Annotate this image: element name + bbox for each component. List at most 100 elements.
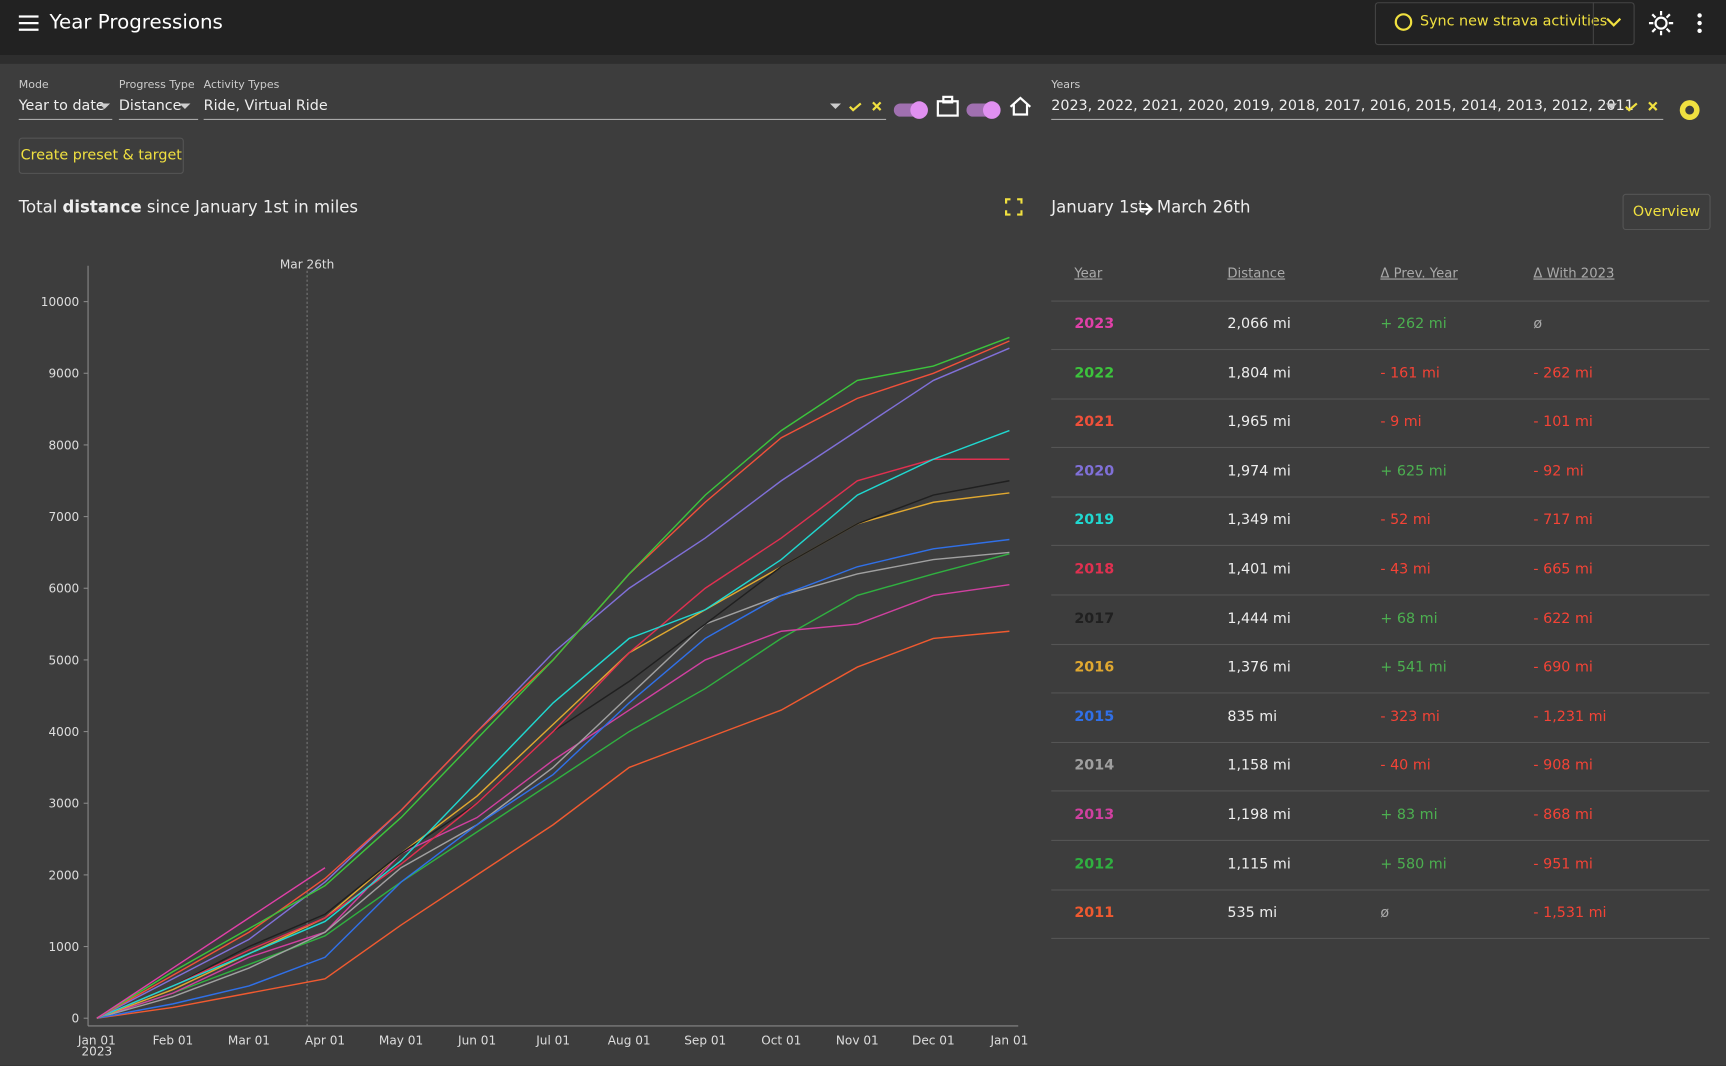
overview-button[interactable]: Overview [1622,193,1711,231]
row-divider [1051,938,1710,940]
menu-icon[interactable] [18,14,41,32]
year-cell: 2019 [1074,512,1115,529]
distance-cell: 1,349 mi [1227,512,1291,529]
y-tick-label: 2000 [48,868,79,882]
x-tick-label: Jun 01 [457,1034,496,1048]
theme-toggle[interactable] [1648,10,1674,36]
prev-year-cell: + 625 mi [1380,463,1447,480]
column-header: Δ With 2023 [1533,265,1615,281]
divider [1592,2,1594,45]
distance-cell: 1,115 mi [1227,855,1291,873]
series-line [96,458,1010,1019]
series-line [96,429,1010,1019]
prev-year-cell: - 40 mi [1380,757,1431,775]
y-tick-label: 4000 [48,725,79,739]
series-line [96,630,1010,1019]
row-divider [1051,300,1710,302]
distance-cell: 1,804 mi [1227,365,1291,382]
row-divider [1051,839,1710,841]
row-divider [1051,692,1710,694]
year-cell: 2011 [1074,905,1115,922]
vs-current-cell: - 1,531 mi [1533,905,1607,922]
range-from: January 1st [1051,197,1145,217]
progress-type-select[interactable]: Distance [118,97,182,115]
activity-types-label: Activity Types [203,79,280,92]
sync-dropdown[interactable] [1605,15,1623,28]
more-menu[interactable] [1693,11,1706,35]
vs-current-cell: - 622 mi [1533,610,1593,627]
prev-year-cell: + 83 mi [1380,806,1438,824]
years-actions[interactable] [1602,99,1712,121]
y-tick-label: 6000 [48,582,79,596]
x-tick-label: Jan 01 [989,1034,1028,1048]
row-divider [1051,741,1710,743]
x-tick-label: Aug 01 [608,1034,651,1048]
row-divider [1051,790,1710,792]
distance-cell: 2,066 mi [1227,315,1291,333]
toggles[interactable] [892,94,1035,125]
x-tick-label: Dec 01 [912,1034,955,1048]
y-tick-label: 1000 [48,940,79,954]
arrow-icon [1139,202,1153,216]
y-tick-label: 5000 [48,653,79,667]
app-title: Year Progressions [49,11,223,35]
mode-select[interactable]: Year to date [18,97,105,115]
series-line [96,553,1010,1019]
row-divider [1051,496,1710,498]
fullscreen-button[interactable] [1005,198,1023,216]
column-header: Distance [1227,265,1286,281]
distance-cell: 1,974 mi [1227,463,1291,480]
sync-button[interactable]: Sync new strava activities [1419,13,1608,30]
vs-current-cell: - 1,231 mi [1533,708,1607,726]
preset-button[interactable]: Create preset & target [18,137,184,174]
series-line [96,336,1010,1019]
distance-cell: 1,198 mi [1227,806,1291,824]
underline [118,118,199,120]
vs-current-cell: - 92 mi [1533,463,1584,480]
column-header: Δ Prev. Year [1380,265,1458,281]
range-to: March 26th [1156,197,1251,217]
vs-current-cell: - 717 mi [1533,512,1593,529]
prev-year-cell: - 323 mi [1380,708,1440,726]
vs-current-cell: - 951 mi [1533,855,1593,873]
year-cell: 2023 [1074,315,1115,333]
series-line [96,551,1010,1019]
x-tick-label: Jan 01 [77,1034,116,1048]
prev-year-cell: - 161 mi [1380,365,1440,382]
series-line [96,867,326,1019]
series-line [96,347,1010,1019]
series-line [96,583,1010,1019]
vs-current-cell: - 908 mi [1533,757,1593,775]
y-tick-label: 7000 [48,510,79,524]
chart-title: Total distance since January 1st in mile… [19,197,358,217]
prev-year-cell: + 541 mi [1380,659,1447,677]
select-arrows [99,101,882,112]
distance-cell: 1,401 mi [1227,561,1291,578]
today-label: Mar 26th [280,258,334,272]
year-cell: 2020 [1074,463,1115,480]
prev-year-cell: + 68 mi [1380,610,1438,627]
title-suffix: since January 1st in miles [146,197,359,217]
prev-year-cell: - 52 mi [1380,512,1431,529]
gap [0,55,1726,64]
year-cell: 2014 [1074,757,1115,775]
y-tick-label: 9000 [48,367,79,381]
year-cell: 2021 [1074,414,1115,431]
distance-cell: 1,965 mi [1227,414,1291,431]
years-select[interactable]: 2023, 2022, 2021, 2020, 2019, 2018, 2017… [1051,97,1634,115]
mode-label: Mode [18,79,49,92]
vs-current-cell: - 665 mi [1533,561,1593,578]
row-divider [1051,643,1710,645]
prev-year-cell: - 9 mi [1380,414,1422,431]
row-divider [1051,398,1710,400]
activity-types-select[interactable]: Ride, Virtual Ride [203,97,328,115]
row-divider [1051,594,1710,596]
underline [1051,118,1664,120]
year-cell: 2016 [1074,659,1115,677]
x-tick-label: Feb 01 [153,1034,194,1048]
app-bar [0,0,1726,56]
distance-cell: 1,444 mi [1227,610,1291,627]
year-cell: 2015 [1074,708,1115,726]
y-tick-label: 3000 [48,797,79,811]
